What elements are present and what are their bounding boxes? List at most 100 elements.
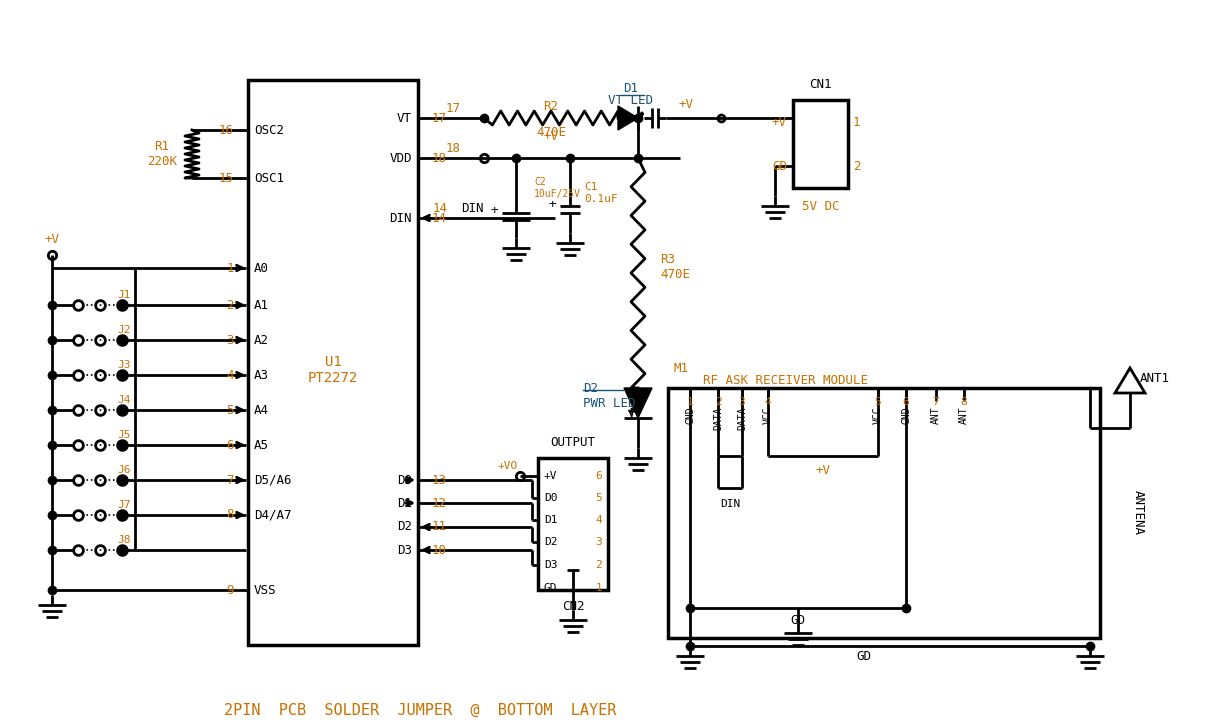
- Text: A2: A2: [254, 334, 269, 347]
- Polygon shape: [618, 106, 637, 130]
- Text: R1
220K: R1 220K: [147, 140, 177, 168]
- Text: 14: 14: [433, 202, 447, 215]
- Text: J6: J6: [117, 465, 131, 475]
- Polygon shape: [624, 388, 652, 418]
- Text: D3: D3: [396, 544, 412, 557]
- Text: VSS: VSS: [254, 584, 276, 597]
- Text: CN2: CN2: [562, 600, 584, 613]
- Text: ANT1: ANT1: [1140, 371, 1170, 384]
- Text: J2: J2: [117, 325, 131, 335]
- Text: 5: 5: [227, 404, 234, 416]
- Text: D5/A6: D5/A6: [254, 473, 292, 486]
- Text: VDD: VDD: [389, 152, 412, 165]
- Text: 3: 3: [739, 397, 746, 407]
- Text: ANTENA: ANTENA: [1131, 491, 1145, 536]
- Text: OUTPUT: OUTPUT: [551, 436, 595, 449]
- Text: U1
PT2272: U1 PT2272: [307, 355, 358, 385]
- Text: D1: D1: [396, 497, 412, 510]
- Text: D2: D2: [396, 521, 412, 534]
- Text: GD: GD: [857, 650, 871, 663]
- Text: 2: 2: [715, 397, 722, 407]
- Text: 2: 2: [227, 299, 234, 312]
- Bar: [537, 458, 609, 590]
- Text: DIN: DIN: [460, 202, 483, 215]
- Text: A0: A0: [254, 262, 269, 275]
- Text: +V: +V: [543, 130, 558, 143]
- Text: R2: R2: [543, 99, 558, 112]
- Text: D0: D0: [543, 493, 558, 503]
- Text: OSC2: OSC2: [254, 123, 284, 136]
- Text: 10: 10: [433, 544, 447, 557]
- Text: 4: 4: [595, 515, 602, 525]
- Text: RF ASK RECEIVER MODULE: RF ASK RECEIVER MODULE: [703, 373, 868, 386]
- Text: 7: 7: [933, 397, 940, 407]
- Text: +V: +V: [772, 115, 787, 128]
- Text: C2
10uF/25V: C2 10uF/25V: [534, 177, 581, 199]
- Bar: [668, 388, 1100, 638]
- Text: 5V DC: 5V DC: [801, 199, 839, 212]
- Text: 18: 18: [446, 141, 460, 154]
- Text: DATA: DATA: [713, 406, 723, 429]
- Text: 1: 1: [227, 262, 234, 275]
- Text: 4: 4: [227, 368, 234, 381]
- Bar: [248, 80, 418, 645]
- Text: +V: +V: [816, 463, 830, 476]
- Text: DIN: DIN: [389, 212, 412, 225]
- Text: 8: 8: [960, 397, 968, 407]
- Text: 2: 2: [853, 160, 860, 173]
- Text: +V: +V: [543, 471, 558, 481]
- Text: ANT: ANT: [959, 406, 969, 423]
- Text: 12: 12: [433, 497, 447, 510]
- Text: 470E: 470E: [536, 125, 566, 138]
- Text: 5: 5: [595, 493, 602, 503]
- Text: 1: 1: [687, 397, 693, 407]
- Text: ANT: ANT: [931, 406, 941, 423]
- Text: +: +: [548, 197, 556, 210]
- Text: VCC: VCC: [763, 406, 772, 423]
- Text: A1: A1: [254, 299, 269, 312]
- Text: 18: 18: [433, 152, 447, 165]
- Text: D1: D1: [543, 515, 558, 525]
- Text: 7: 7: [227, 473, 234, 486]
- Text: VT LED: VT LED: [609, 94, 653, 107]
- Text: D2
PWR LED: D2 PWR LED: [583, 382, 635, 410]
- Text: 3: 3: [595, 537, 602, 547]
- Text: 17: 17: [433, 112, 447, 125]
- Text: 3: 3: [227, 334, 234, 347]
- Text: D0: D0: [396, 473, 412, 486]
- Text: 6: 6: [595, 471, 602, 481]
- Text: GND: GND: [901, 406, 911, 423]
- Text: A3: A3: [254, 368, 269, 381]
- Text: C1
0.1uF: C1 0.1uF: [584, 182, 618, 204]
- Text: D1: D1: [623, 81, 639, 94]
- Text: R3
470E: R3 470E: [660, 253, 690, 281]
- Text: 2PIN  PCB  SOLDER  JUMPER  @  BOTTOM  LAYER: 2PIN PCB SOLDER JUMPER @ BOTTOM LAYER: [224, 703, 616, 718]
- Text: GD: GD: [790, 613, 805, 626]
- Text: CN1: CN1: [810, 78, 831, 91]
- Text: VT: VT: [396, 112, 412, 125]
- Text: DATA: DATA: [737, 406, 747, 429]
- Text: 1: 1: [595, 583, 602, 593]
- Text: +VO: +VO: [498, 461, 518, 471]
- Text: 2: 2: [595, 560, 602, 570]
- Text: 15: 15: [219, 172, 234, 184]
- Text: D2: D2: [543, 537, 558, 547]
- Text: OSC1: OSC1: [254, 172, 284, 184]
- Text: GD: GD: [543, 583, 558, 593]
- Text: 4: 4: [765, 397, 771, 407]
- Text: 14: 14: [433, 212, 447, 225]
- Text: J5: J5: [117, 430, 131, 440]
- Text: 16: 16: [219, 123, 234, 136]
- Text: D4/A7: D4/A7: [254, 508, 292, 521]
- Text: 1: 1: [853, 115, 860, 128]
- Text: DIN: DIN: [719, 499, 740, 509]
- Text: 13: 13: [433, 473, 447, 486]
- Text: M1: M1: [674, 362, 688, 375]
- Text: +V: +V: [45, 233, 59, 246]
- Text: 17: 17: [446, 102, 460, 115]
- Text: 5: 5: [875, 397, 881, 407]
- Text: GND: GND: [684, 406, 695, 423]
- Text: 8: 8: [227, 508, 234, 521]
- Text: 11: 11: [433, 521, 447, 534]
- Text: J1: J1: [117, 290, 131, 300]
